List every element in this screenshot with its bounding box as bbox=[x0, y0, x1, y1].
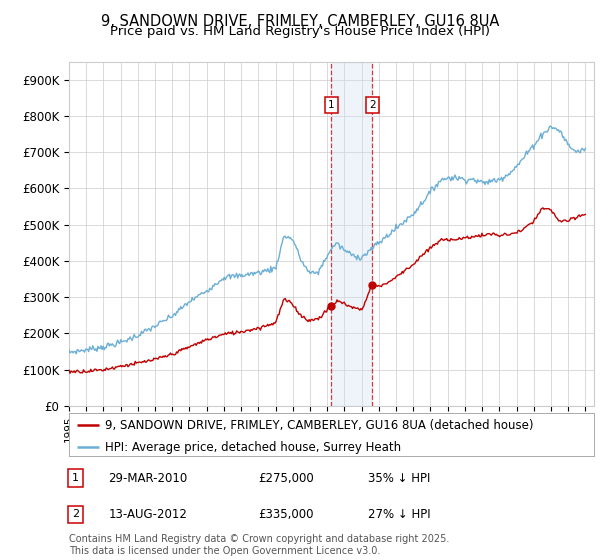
Text: 35% ↓ HPI: 35% ↓ HPI bbox=[368, 472, 431, 484]
Text: Contains HM Land Registry data © Crown copyright and database right 2025.
This d: Contains HM Land Registry data © Crown c… bbox=[69, 534, 449, 556]
Text: 29-MAR-2010: 29-MAR-2010 bbox=[109, 472, 188, 484]
Text: 9, SANDOWN DRIVE, FRIMLEY, CAMBERLEY, GU16 8UA (detached house): 9, SANDOWN DRIVE, FRIMLEY, CAMBERLEY, GU… bbox=[105, 419, 533, 432]
Text: 2: 2 bbox=[369, 100, 376, 110]
Text: 13-AUG-2012: 13-AUG-2012 bbox=[109, 508, 187, 521]
Text: 2: 2 bbox=[72, 510, 79, 520]
Text: £275,000: £275,000 bbox=[258, 472, 314, 484]
Text: 1: 1 bbox=[328, 100, 335, 110]
Text: HPI: Average price, detached house, Surrey Heath: HPI: Average price, detached house, Surr… bbox=[105, 441, 401, 454]
Text: £335,000: £335,000 bbox=[258, 508, 314, 521]
Bar bbox=[331, 62, 372, 406]
Text: 27% ↓ HPI: 27% ↓ HPI bbox=[368, 508, 431, 521]
Text: 1: 1 bbox=[72, 473, 79, 483]
Text: Price paid vs. HM Land Registry's House Price Index (HPI): Price paid vs. HM Land Registry's House … bbox=[110, 25, 490, 38]
Text: 9, SANDOWN DRIVE, FRIMLEY, CAMBERLEY, GU16 8UA: 9, SANDOWN DRIVE, FRIMLEY, CAMBERLEY, GU… bbox=[101, 14, 499, 29]
